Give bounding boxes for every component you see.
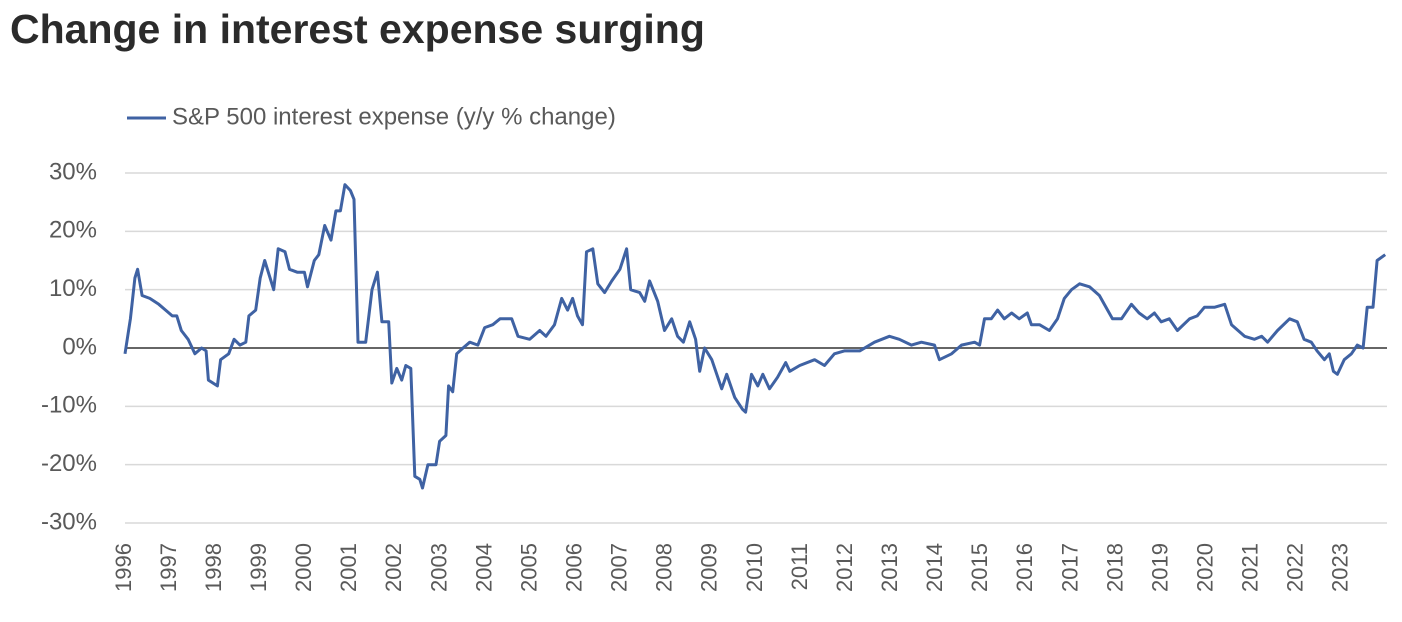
x-tick-label: 1997: [156, 543, 181, 592]
y-tick-label: -30%: [41, 508, 97, 535]
x-tick-label: 2008: [652, 543, 677, 592]
x-tick-label: 2017: [1057, 543, 1082, 592]
x-tick-label: 2007: [607, 543, 632, 592]
x-tick-label: 2003: [426, 543, 451, 592]
series-line: [123, 183, 1387, 490]
x-tick-label: 2016: [1012, 543, 1037, 592]
x-tick-label: 2006: [562, 543, 587, 592]
y-tick-label: 20%: [49, 217, 97, 244]
x-tick-label: 2011: [787, 543, 812, 590]
x-tick-label: 2000: [291, 543, 316, 592]
x-tick-label: 1998: [201, 543, 226, 592]
y-tick-label: 10%: [49, 275, 97, 302]
x-tick-label: 2015: [967, 543, 992, 592]
x-tick-label: 1996: [111, 543, 136, 592]
y-tick-label: 30%: [49, 158, 97, 185]
x-tick-label: 2005: [516, 543, 541, 592]
x-tick-label: 2009: [697, 543, 722, 592]
x-tick-label: 2001: [336, 543, 361, 592]
x-tick-label: 2020: [1193, 543, 1218, 592]
x-tick-label: 2014: [922, 543, 947, 592]
x-tick-label: 2022: [1283, 543, 1308, 592]
x-tick-label: 2023: [1328, 543, 1353, 592]
x-tick-label: 2021: [1238, 543, 1263, 592]
x-tick-label: 2019: [1147, 543, 1172, 592]
x-tick-label: 2010: [742, 543, 767, 592]
chart-title: Change in interest expense surging: [10, 6, 705, 52]
y-tick-label: 0%: [62, 333, 97, 360]
y-tick-label: -10%: [41, 392, 97, 419]
x-tick-label: 2018: [1102, 543, 1127, 592]
x-tick-label: 2012: [832, 543, 857, 592]
legend-label: S&P 500 interest expense (y/y % change): [172, 103, 616, 130]
x-tick-label: 2004: [471, 543, 496, 592]
y-tick-label: -20%: [41, 450, 97, 477]
x-tick-label: 2002: [381, 543, 406, 592]
x-tick-label: 1999: [246, 543, 271, 592]
x-tick-label: 2013: [877, 543, 902, 592]
